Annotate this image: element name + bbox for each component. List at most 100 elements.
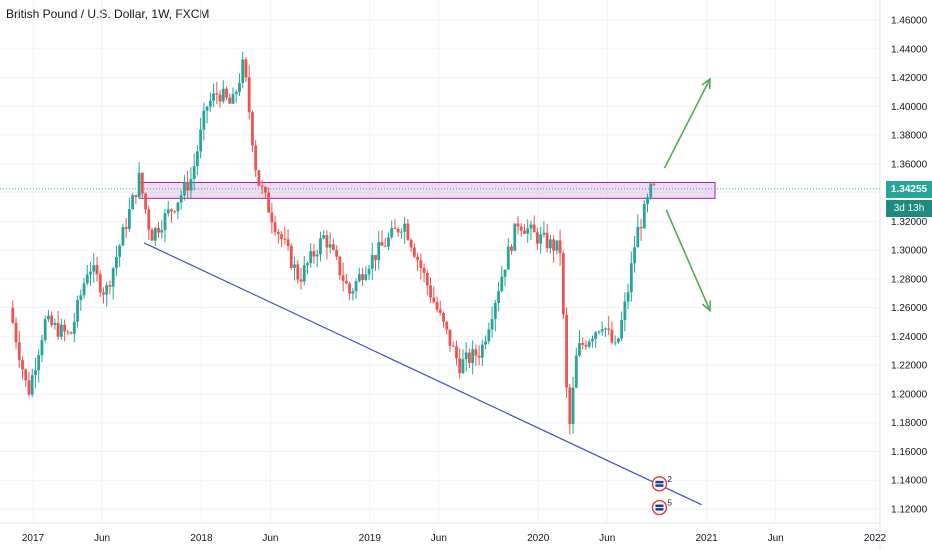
candle [409, 237, 413, 252]
candle [82, 277, 86, 299]
support-trendline[interactable] [143, 242, 702, 506]
candle [536, 227, 539, 251]
candle [244, 57, 248, 82]
candle [69, 331, 73, 335]
candle [516, 216, 520, 235]
candle [558, 229, 562, 266]
candle [50, 311, 54, 328]
candle [600, 321, 604, 336]
last-price-label: 1.34255 [886, 181, 932, 198]
candle [225, 86, 228, 101]
candle [228, 93, 232, 104]
candle [393, 218, 397, 230]
candle [173, 210, 177, 214]
candle [43, 315, 47, 343]
time-tick-label: 2020 [527, 533, 550, 544]
candle [14, 317, 18, 349]
candle [95, 256, 99, 282]
economic-event-flag-icon[interactable]: 5 [651, 499, 672, 516]
bearish-arrow[interactable] [665, 209, 712, 313]
candle [254, 140, 258, 177]
candle [40, 334, 44, 363]
time-axis[interactable]: 2017 Jun 2018 Jun 2019 Jun 2020 Jun 2021 Jun 2022 [22, 533, 887, 544]
candle [383, 237, 387, 248]
candle [646, 193, 649, 213]
candle [24, 368, 28, 387]
candle [636, 214, 640, 248]
candle [47, 309, 50, 323]
candle [604, 327, 607, 337]
candle [448, 329, 452, 352]
candle [202, 102, 206, 141]
candle [21, 356, 24, 380]
candle [231, 87, 235, 105]
candle [370, 242, 374, 281]
candle [471, 340, 475, 375]
candle [626, 283, 630, 310]
candle [364, 266, 368, 282]
candle [299, 267, 303, 290]
candle [238, 73, 241, 97]
price-tick-label: 1.42000 [891, 73, 928, 84]
time-tick-label: Jun [599, 533, 615, 544]
candle [390, 220, 394, 240]
price-tick-label: 1.14000 [891, 476, 928, 487]
candle [406, 218, 410, 241]
candle [166, 201, 170, 217]
candle [616, 337, 620, 344]
candle [416, 252, 419, 271]
price-tick-label: 1.16000 [891, 447, 928, 458]
candle [170, 208, 173, 223]
candle [620, 311, 624, 341]
time-tick-label: 2021 [695, 533, 718, 544]
candle [27, 371, 31, 397]
candle [273, 215, 277, 236]
candle [263, 185, 267, 198]
candle [361, 267, 364, 286]
price-tick-label: 1.40000 [891, 102, 928, 113]
candle [639, 218, 643, 241]
resistance-zone[interactable] [138, 182, 716, 199]
candle [468, 348, 471, 369]
candle [351, 288, 355, 301]
candle [134, 194, 138, 204]
price-tick-label: 1.38000 [891, 131, 928, 142]
candle [218, 89, 222, 108]
event-count: 2 [667, 475, 672, 484]
candle [464, 342, 468, 372]
candle [412, 243, 416, 259]
candle [56, 311, 60, 340]
candle [523, 224, 526, 235]
price-axis[interactable]: 1.12000 1.14000 1.16000 1.18000 1.20000 1.220… [891, 16, 928, 516]
candle [539, 226, 543, 254]
annotation-layer: 25 [143, 77, 712, 516]
candle [208, 92, 212, 112]
candle [147, 205, 151, 240]
candle [215, 82, 219, 105]
candle [247, 65, 251, 120]
candle [652, 182, 656, 187]
candle [234, 89, 238, 103]
candle [306, 261, 309, 275]
bullish-arrow[interactable] [663, 77, 711, 169]
candle [276, 229, 280, 244]
candle [529, 220, 533, 240]
candle [102, 287, 105, 304]
candle [455, 340, 458, 366]
candle [348, 281, 351, 300]
candle [610, 321, 614, 345]
candle [387, 232, 390, 251]
candle [367, 264, 371, 280]
candle [11, 300, 15, 325]
candle [581, 337, 585, 350]
candle [484, 335, 488, 350]
candle [396, 227, 400, 237]
candle [400, 228, 403, 239]
candle [584, 340, 588, 350]
time-tick-label: 2019 [359, 533, 382, 544]
economic-event-flag-icon[interactable]: 2 [651, 475, 672, 492]
time-tick-label: 2018 [190, 533, 213, 544]
candle [458, 348, 462, 379]
candle [280, 231, 283, 248]
